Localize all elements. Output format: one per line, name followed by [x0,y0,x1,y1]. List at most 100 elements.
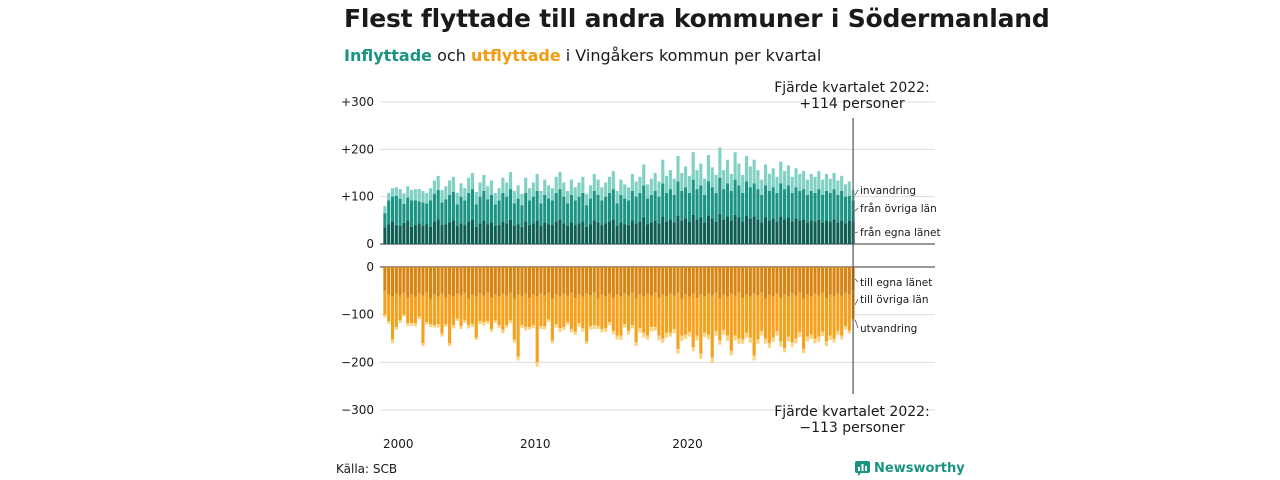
bar-in-egna-lanet [459,223,463,244]
bar-out-egna-lanet [497,267,501,297]
bar-out-ovriga-lan [672,295,676,329]
bar-in-egna-lanet [741,221,745,244]
bar-out-utvandring [821,331,825,337]
bar-in-ovriga-lan [706,181,711,216]
bar-out-egna-lanet [741,267,745,298]
bar-in-ovriga-lan [642,185,646,218]
bar-out-ovriga-lan [744,294,749,333]
bar-in-egna-lanet [668,219,672,244]
bar-out-ovriga-lan [684,294,688,335]
bar-out-ovriga-lan [429,298,433,325]
bar-in-egna-lanet [501,221,505,244]
bar-out-utvandring [691,347,695,352]
bar-in-egna-lanet [611,219,615,244]
bar-out-ovriga-lan [573,297,577,332]
bar-in-ovriga-lan [455,204,459,227]
bar-out-utvandring [505,325,509,328]
bar-out-utvandring [425,322,429,325]
bar-out-egna-lanet [836,267,840,294]
bar-out-ovriga-lan [436,296,440,325]
bar-in-egna-lanet [630,220,634,244]
bar-in-ovriga-lan [505,196,509,224]
bar-in-egna-lanet [714,221,718,244]
bar-in-egna-lanet [843,223,848,244]
bar-out-utvandring [508,320,513,324]
bar-out-ovriga-lan [809,296,813,335]
bar-in-invandring [619,179,623,195]
bar-out-utvandring [634,342,638,347]
bar-in-ovriga-lan [402,203,406,223]
bar-in-ovriga-lan [409,200,414,227]
bar-in-invandring [817,171,821,190]
bar-in-egna-lanet [604,223,608,244]
bar-out-ovriga-lan [493,294,497,321]
bar-out-utvandring [817,336,821,342]
bar-in-ovriga-lan [786,185,790,218]
bar-in-egna-lanet [607,221,612,244]
bar-out-utvandring [604,328,608,332]
bar-in-invandring [763,164,768,186]
bar-in-egna-lanet [809,220,813,244]
bar-in-invandring [585,193,589,206]
bar-in-invandring [505,182,509,197]
bar-in-invandring [802,171,806,190]
bar-in-egna-lanet [623,224,627,244]
bar-out-ovriga-lan [638,294,642,329]
bar-in-ovriga-lan [550,200,554,226]
bar-in-egna-lanet [505,223,509,244]
bar-out-egna-lanet [455,267,459,294]
bar-out-utvandring [588,326,593,330]
bar-out-egna-lanet [665,267,669,297]
bar-out-egna-lanet [508,267,513,293]
bar-in-ovriga-lan [779,183,783,217]
axes: +300 +200 +100 0 0 −100 −200 −300 2000 2010 2020 [341,95,854,451]
bar-in-invandring [756,170,760,190]
bar-out-ovriga-lan [539,293,543,327]
bar-out-egna-lanet [486,267,490,293]
bar-in-egna-lanet [783,219,787,244]
bar-in-egna-lanet [760,222,764,244]
bar-out-utvandring [451,325,455,329]
bar-in-invandring [558,172,562,190]
bar-in-ovriga-lan [615,203,619,227]
bar-out-egna-lanet [668,267,672,294]
bar-out-egna-lanet [748,267,752,297]
bar-out-egna-lanet [798,267,802,293]
bar-in-invandring [741,174,745,193]
bar-in-egna-lanet [691,214,695,244]
bar-out-egna-lanet [436,267,440,297]
bar-out-ovriga-lan [722,294,726,330]
bar-in-invandring [455,192,459,205]
bar-in-egna-lanet [710,218,714,244]
bar-out-egna-lanet [725,267,730,297]
bar-in-invandring [661,159,665,184]
bar-in-invandring [737,163,741,186]
bar-out-ovriga-lan [531,294,535,326]
bar-out-ovriga-lan [767,294,771,344]
bar-out-ovriga-lan [501,293,505,330]
bar-in-egna-lanet [543,222,547,244]
bar-out-utvandring [775,330,779,336]
bar-out-utvandring [402,314,406,317]
bar-out-utvandring [752,355,756,361]
bar-in-invandring [748,166,752,188]
bar-in-invandring [474,191,478,205]
bar-in-egna-lanet [680,220,684,244]
bar-in-egna-lanet [489,222,494,244]
bar-out-utvandring [729,350,733,356]
bar-out-egna-lanet [684,267,688,295]
bar-in-egna-lanet [577,223,581,244]
bar-out-utvandring [486,321,490,324]
bar-in-invandring [779,161,783,184]
bar-in-invandring [463,188,467,201]
bar-in-invandring [733,152,737,180]
bar-in-invandring [516,185,520,199]
bar-in-ovriga-lan [798,190,802,221]
bar-in-egna-lanet [729,220,733,244]
bar-out-utvandring [409,323,414,326]
bar-out-egna-lanet [463,267,467,293]
bar-in-egna-lanet [752,216,756,244]
bar-out-egna-lanet [390,267,395,297]
bar-in-ovriga-lan [577,196,581,224]
bar-in-ovriga-lan [687,192,691,222]
